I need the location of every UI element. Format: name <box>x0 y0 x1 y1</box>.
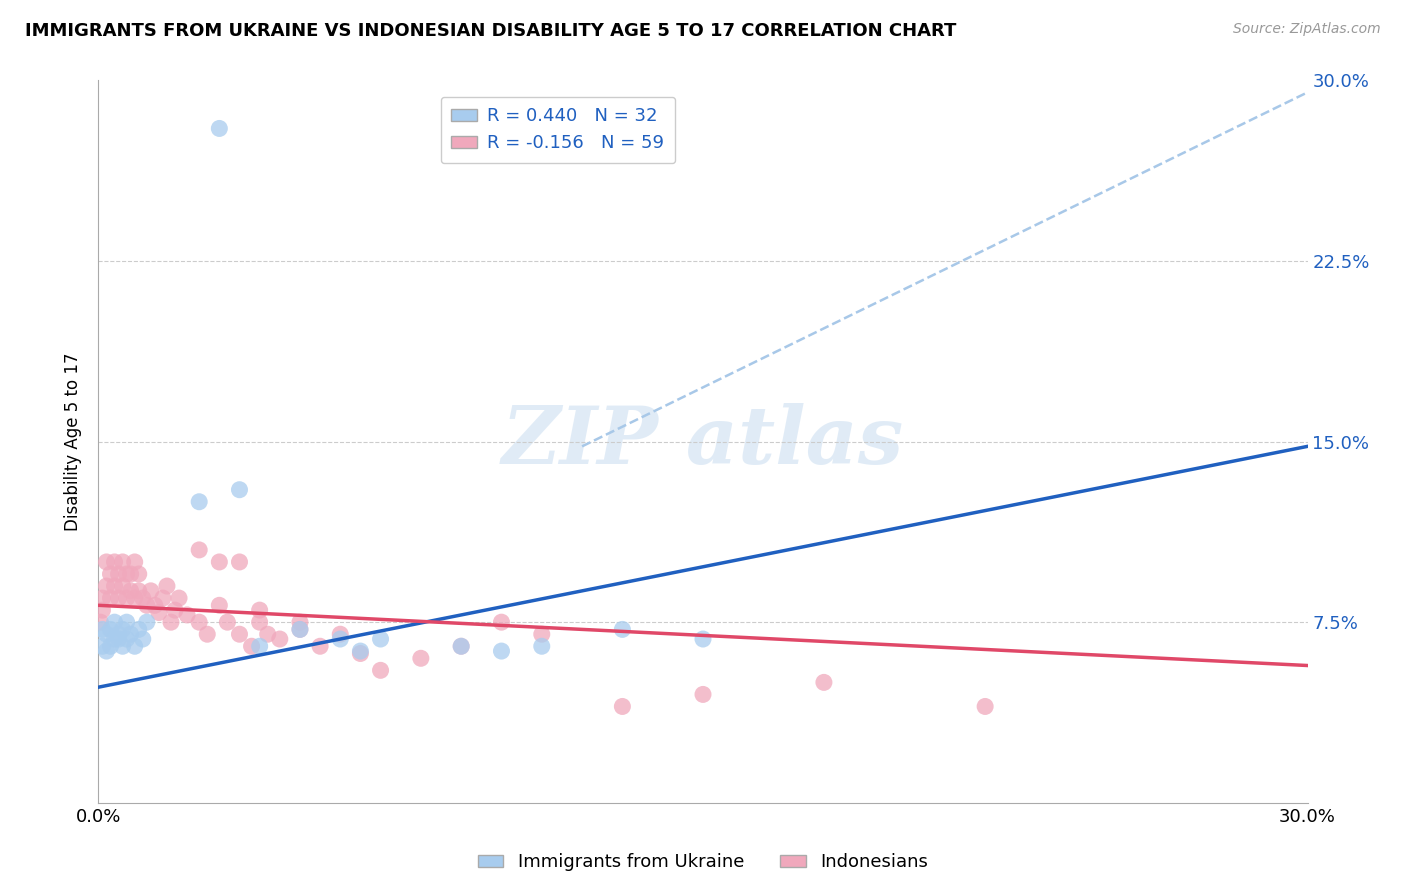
Point <box>120 567 142 582</box>
Point <box>100 639 122 653</box>
Point <box>115 567 138 582</box>
Point <box>128 583 150 598</box>
Point <box>124 555 146 569</box>
Point <box>163 603 186 617</box>
Point <box>152 591 174 605</box>
Point <box>188 494 211 508</box>
Point <box>115 632 138 646</box>
Point <box>111 555 134 569</box>
Point <box>107 627 129 641</box>
Point <box>208 599 231 613</box>
Point <box>148 606 170 620</box>
Point <box>167 591 190 605</box>
Y-axis label: Disability Age 5 to 17: Disability Age 5 to 17 <box>63 352 82 531</box>
Point <box>288 623 311 637</box>
Point <box>195 627 218 641</box>
Point <box>288 615 311 630</box>
Point <box>120 583 142 598</box>
Point <box>612 623 634 637</box>
Point <box>370 632 392 646</box>
Point <box>100 567 122 582</box>
Point <box>103 555 125 569</box>
Point <box>217 615 239 630</box>
Point <box>128 567 150 582</box>
Point <box>111 623 134 637</box>
Point <box>309 639 332 653</box>
Text: IMMIGRANTS FROM UKRAINE VS INDONESIAN DISABILITY AGE 5 TO 17 CORRELATION CHART: IMMIGRANTS FROM UKRAINE VS INDONESIAN DI… <box>25 22 956 40</box>
Point <box>288 623 311 637</box>
Point <box>120 627 142 641</box>
Point <box>111 579 134 593</box>
Point <box>107 632 129 646</box>
Point <box>692 632 714 646</box>
Point <box>115 591 138 605</box>
Point <box>100 623 122 637</box>
Point <box>91 591 114 605</box>
Point <box>91 603 114 617</box>
Point <box>91 639 114 653</box>
Text: ZIP atlas: ZIP atlas <box>502 403 904 480</box>
Point <box>96 579 118 593</box>
Point <box>188 615 211 630</box>
Point <box>450 639 472 653</box>
Point <box>228 555 250 569</box>
Point <box>370 664 392 678</box>
Point <box>100 591 122 605</box>
Point <box>160 615 183 630</box>
Point <box>107 567 129 582</box>
Point <box>329 632 352 646</box>
Point <box>692 687 714 701</box>
Point <box>491 615 513 630</box>
Point <box>813 675 835 690</box>
Point <box>530 639 553 653</box>
Point <box>156 579 179 593</box>
Point <box>208 121 231 136</box>
Legend: Immigrants from Ukraine, Indonesians: Immigrants from Ukraine, Indonesians <box>471 847 935 879</box>
Point <box>124 591 146 605</box>
Point <box>132 632 155 646</box>
Point <box>107 591 129 605</box>
Point <box>450 639 472 653</box>
Point <box>132 591 155 605</box>
Point <box>249 639 271 653</box>
Point <box>491 644 513 658</box>
Point <box>228 483 250 497</box>
Point <box>269 632 291 646</box>
Point <box>139 583 162 598</box>
Point <box>96 555 118 569</box>
Point <box>329 627 352 641</box>
Point <box>208 555 231 569</box>
Point <box>111 639 134 653</box>
Point <box>974 699 997 714</box>
Point <box>228 627 250 641</box>
Point <box>240 639 263 653</box>
Point <box>188 542 211 557</box>
Point <box>249 615 271 630</box>
Point <box>115 615 138 630</box>
Point <box>124 639 146 653</box>
Point <box>128 623 150 637</box>
Point <box>96 644 118 658</box>
Point <box>349 647 371 661</box>
Point <box>409 651 432 665</box>
Legend: R = 0.440   N = 32, R = -0.156   N = 59: R = 0.440 N = 32, R = -0.156 N = 59 <box>440 96 675 163</box>
Point <box>249 603 271 617</box>
Point <box>135 615 157 630</box>
Point <box>103 632 125 646</box>
Point <box>612 699 634 714</box>
Point <box>256 627 278 641</box>
Point <box>103 615 125 630</box>
Point <box>530 627 553 641</box>
Point <box>91 623 114 637</box>
Point <box>143 599 166 613</box>
Point <box>176 607 198 622</box>
Point <box>96 627 118 641</box>
Text: Source: ZipAtlas.com: Source: ZipAtlas.com <box>1233 22 1381 37</box>
Point <box>103 579 125 593</box>
Point <box>135 599 157 613</box>
Point <box>89 615 111 630</box>
Point <box>349 644 371 658</box>
